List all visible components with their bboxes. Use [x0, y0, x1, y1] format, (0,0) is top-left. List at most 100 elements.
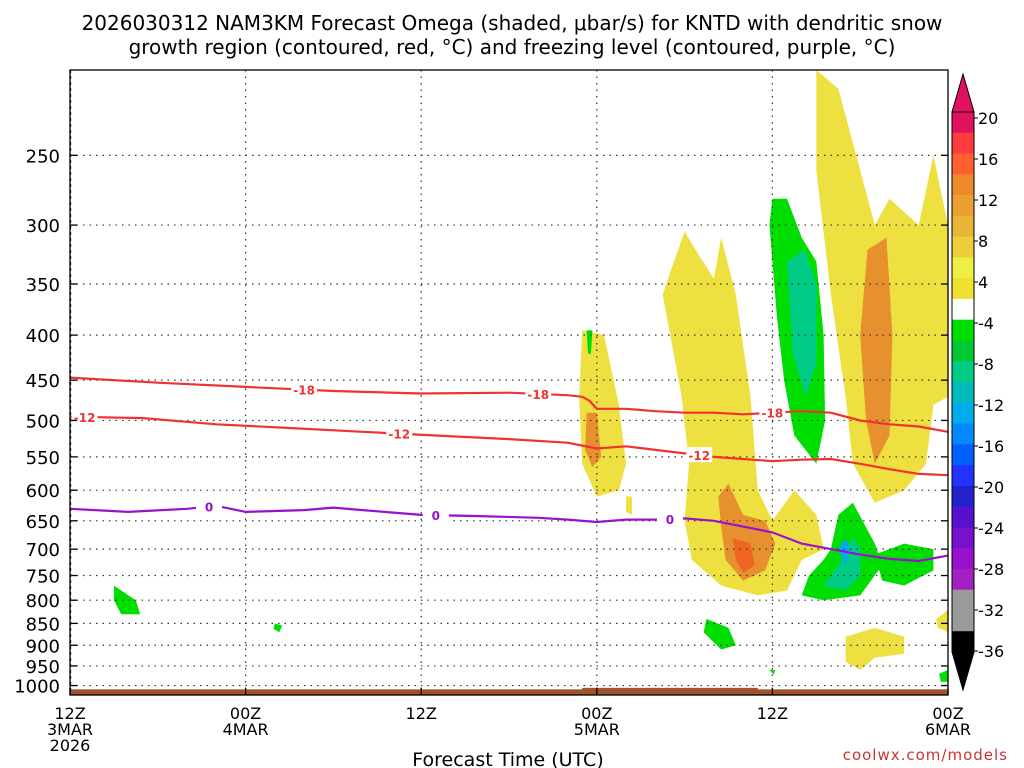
- ground-band: [70, 689, 948, 695]
- y-tick-label: 300: [26, 216, 60, 237]
- y-tick-label: 900: [26, 636, 60, 657]
- colorbar-label: 4: [978, 273, 988, 292]
- colorbar-band: [952, 174, 974, 196]
- x-tick-label: 4MAR: [223, 720, 269, 739]
- chart-title-line1: 2026030312 NAM3KM Forecast Omega (shaded…: [82, 11, 943, 35]
- colorbar-label: -20: [978, 478, 1004, 497]
- contour-label: 0: [432, 509, 440, 523]
- y-tick-label: 1000: [14, 677, 60, 698]
- x-tick-label: 12Z: [757, 704, 788, 723]
- y-tick-label: 800: [26, 591, 60, 612]
- contour-label-bg: [386, 425, 413, 441]
- x-tick-label: 6MAR: [925, 720, 971, 739]
- omega-region-o4: [860, 237, 893, 464]
- contour-label: -18: [762, 407, 784, 421]
- watermark-text: coolwx.com/models: [843, 746, 1008, 764]
- colorbar-label: -24: [978, 519, 1004, 538]
- colorbar-band: [952, 215, 974, 238]
- colorbar-band: [952, 361, 974, 383]
- omega-region-g7: [273, 623, 283, 633]
- y-tick-label: 450: [26, 371, 60, 392]
- x-tick-label: 00Z: [581, 704, 612, 723]
- chart-title-line2: growth region (contoured, red, °C) and f…: [129, 35, 896, 59]
- contour-label-bg: [422, 507, 449, 523]
- colorbar-bottom-arrow: [951, 651, 975, 692]
- x-tick-label: 3MAR: [47, 720, 93, 739]
- x-axis-label: Forecast Time (UTC): [412, 749, 603, 768]
- colorbar-band: [952, 257, 974, 279]
- colorbar: 20 16 12 8 4 -4 -8 -12 -16 -20 -24 -28 -32 -36: [951, 72, 1004, 692]
- contour-label-bg: [525, 385, 552, 401]
- omega-region-y5: [936, 609, 948, 633]
- colorbar-label: -28: [978, 560, 1004, 579]
- colorbar-label: -36: [978, 642, 1004, 661]
- x-tick-label: 00Z: [932, 704, 963, 723]
- y-tick-label: 400: [26, 326, 60, 347]
- ground-band-segment: [582, 687, 758, 691]
- contour-label-bg: [759, 404, 786, 420]
- omega-region-g5: [703, 618, 736, 650]
- contour-0: [69, 504, 949, 563]
- colorbar-label: 20: [978, 109, 998, 128]
- x-tick-label: 5MAR: [574, 720, 620, 739]
- y-tick-label: 750: [26, 567, 60, 588]
- contour-label: 0: [205, 501, 213, 515]
- contour-label-bg: [71, 408, 98, 424]
- contour--18: [69, 376, 949, 433]
- omega-region-t1: [787, 249, 817, 397]
- omega-region-g6: [586, 330, 593, 354]
- colorbar-band: [952, 568, 974, 591]
- colorbar-band: [952, 382, 974, 404]
- omega-region-g8: [939, 669, 948, 682]
- y-tick-label: 250: [26, 146, 60, 167]
- contour-label: -18: [293, 384, 315, 398]
- omega-region-g3: [874, 543, 934, 586]
- colorbar-band: [952, 340, 974, 362]
- y-tick-label: 950: [26, 657, 60, 678]
- contour-label: -12: [388, 428, 410, 442]
- colorbar-band: [952, 195, 974, 217]
- colorbar-label: 8: [978, 232, 988, 251]
- colorbar-band: [952, 485, 974, 508]
- colorbar-top-arrow: [951, 72, 975, 113]
- contour-label: -12: [688, 449, 710, 463]
- contour--12: [69, 415, 949, 477]
- x-tick-label: 12Z: [54, 704, 85, 723]
- colorbar-frame: [951, 111, 975, 653]
- y-tick-label: 700: [26, 540, 60, 561]
- colorbar-band: [952, 402, 974, 425]
- colorbar-band: [952, 132, 974, 155]
- contour-label-bg: [291, 381, 318, 397]
- colorbar-band: [952, 527, 974, 549]
- y-tick-label: 500: [26, 411, 60, 432]
- colorbar-label: -32: [978, 601, 1004, 620]
- colorbar-band: [952, 631, 974, 653]
- contour-label: 0: [666, 513, 674, 527]
- omega-region-y1: [579, 330, 627, 497]
- x-tick-label: 12Z: [406, 704, 437, 723]
- colorbar-band: [952, 319, 974, 341]
- colorbar-band: [952, 548, 974, 570]
- colorbar-band: [952, 465, 974, 487]
- contour-label-bg: [656, 511, 683, 527]
- colorbar-label: 16: [978, 150, 998, 169]
- contour-label-bg: [686, 447, 713, 463]
- colorbar-band: [952, 610, 974, 632]
- colorbar-band: [952, 298, 974, 321]
- colorbar-band: [952, 236, 974, 258]
- y-tick-label: 650: [26, 512, 60, 533]
- y-tick-label: 850: [26, 614, 60, 635]
- colorbar-band: [952, 444, 974, 466]
- colorbar-label: -16: [978, 437, 1004, 456]
- omega-region-g9: [769, 669, 776, 675]
- colorbar-label: -8: [978, 355, 994, 374]
- omega-region-t2: [823, 538, 861, 591]
- colorbar-label: -4: [978, 314, 994, 333]
- colorbar-band: [952, 589, 974, 611]
- x-tick-label: 2026: [50, 736, 91, 755]
- omega-region-g4: [113, 585, 141, 615]
- colorbar-band: [952, 153, 974, 175]
- plot-area: -18 -18 -18 -12 -12 -12 0 0 0 250 300 350 400 450 500 5…: [14, 69, 971, 755]
- y-tick-label: 350: [26, 275, 60, 296]
